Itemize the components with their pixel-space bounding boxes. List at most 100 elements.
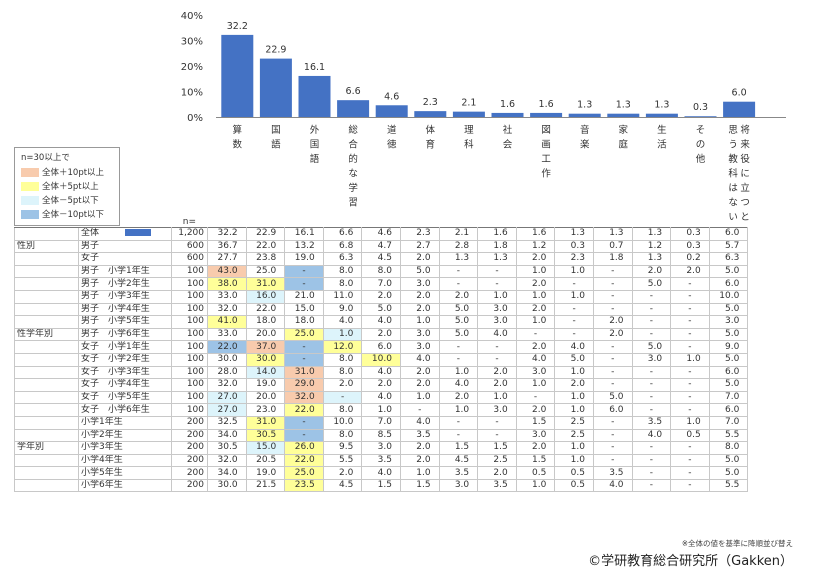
legend-item-plus10: 全体＋10pt以上: [21, 166, 104, 178]
table-cell: 13.2: [284, 239, 324, 254]
table-cell: -: [284, 264, 324, 279]
table-cell: 5.5: [322, 453, 363, 468]
row-group-label: [14, 252, 79, 266]
row-group-label: [14, 227, 79, 241]
bar: [414, 111, 447, 117]
table-cell: 2.0: [322, 466, 363, 480]
table-cell: 0.5: [670, 428, 710, 443]
table-cell: 1.0: [670, 415, 710, 430]
table-cell: -: [670, 390, 710, 405]
table-cell: -: [322, 390, 363, 405]
table-cell: 3.5: [399, 428, 440, 443]
table-cell: -: [284, 415, 324, 430]
table-cell: 2.0: [399, 289, 440, 304]
table-cell: 9.0: [322, 302, 363, 317]
table-cell: 1.0: [322, 327, 363, 342]
table-cell: -: [284, 340, 324, 354]
table-cell: 3.0: [515, 428, 556, 443]
row-label: 小学5年生: [78, 466, 172, 480]
table-cell: -: [515, 327, 556, 342]
bar: [684, 116, 717, 117]
table-cell: 6.0: [361, 340, 401, 354]
category-label: 将来役に立つと思う教科はない: [728, 125, 750, 223]
table-cell: 5.0: [554, 352, 594, 367]
bar: [607, 113, 640, 117]
table-cell: -: [592, 264, 633, 279]
table-cell: 18.0: [284, 315, 324, 329]
table-cell: 1.3: [592, 227, 633, 241]
sample-size: 600: [171, 252, 208, 266]
table-cell: -: [592, 277, 633, 291]
category-label: 図画工作: [541, 125, 551, 180]
category-label: 家庭: [619, 124, 629, 151]
row-group-label: 学年別: [14, 441, 79, 455]
table-cell: 1.6: [477, 227, 517, 241]
legend-title: n=30以上で: [21, 153, 70, 163]
table-cell: -: [631, 378, 672, 392]
table-cell: 2.0: [477, 466, 517, 480]
table-cell: 1.0: [438, 365, 479, 380]
table-row: 性学年別 男子 小学6年生 100 33.0 20.0 25.0 1.0 2.0 3.0 5.0 4…: [14, 327, 749, 342]
table-cell: 3.5: [631, 415, 672, 430]
table-cell: 18.0: [245, 315, 286, 329]
sample-size: 1,200: [171, 227, 208, 241]
table-cell: -: [592, 352, 633, 367]
footnote: ※全体の値を基準に降順並び替え: [681, 539, 793, 548]
row-label: 小学1年生: [78, 415, 172, 430]
table-cell: 3.5: [438, 466, 479, 480]
table-cell: 5.5: [708, 428, 749, 443]
row-group-label: [14, 352, 79, 367]
table-cell: -: [631, 441, 672, 455]
table-cell: 7.0: [361, 415, 401, 430]
table-row: 男子 小学2年生 100 38.0 31.0-8.0 7.0 3.0- -2.0- -5.0-…: [14, 277, 749, 291]
table-cell: -: [438, 277, 479, 291]
table-cell: 8.0: [708, 441, 749, 455]
table-cell: 1.3: [477, 252, 517, 266]
table-cell: 5.0: [708, 453, 749, 468]
sample-size: 200: [171, 415, 208, 430]
table-cell: 7.0: [708, 415, 749, 430]
bar-value-label: 32.2: [227, 21, 248, 32]
table-cell: -: [631, 478, 672, 493]
table-cell: 32.0: [284, 390, 324, 405]
table-cell: -: [477, 415, 517, 430]
table-cell: -: [592, 378, 633, 392]
table-cell: 4.7: [361, 239, 401, 254]
table-cell: -: [592, 340, 633, 354]
row-label: 女子 小学5年生: [78, 390, 172, 405]
table-cell: 0.3: [670, 227, 710, 241]
table-row: 女子 600 27.7 23.8 19.0 6.3 4.5 2.0 1.3 1.3 2.0 2.3 1.…: [14, 252, 749, 266]
table-cell: -: [670, 378, 710, 392]
table-cell: -: [515, 390, 556, 405]
table-cell: 4.0: [554, 340, 594, 354]
table-cell: 1.0: [554, 264, 594, 279]
table-cell: 1.2: [631, 239, 672, 254]
table-cell: 2.0: [399, 441, 440, 455]
table-cell: 5.0: [708, 264, 749, 279]
table-cell: 10.0: [361, 352, 401, 367]
bar-value-label: 2.3: [423, 97, 438, 108]
row-group-label: [14, 378, 79, 392]
table-cell: 1.8: [592, 252, 633, 266]
table-cell: 1.0: [515, 264, 556, 279]
table-row: 小学4年生 200 32.0 20.5 22.0 5.5 3.5 2.0 4.5 2.5 1.5 1.…: [14, 453, 749, 468]
table-cell: 36.7: [207, 239, 247, 254]
row-label: 小学4年生: [78, 453, 172, 468]
table-cell: 4.0: [361, 466, 401, 480]
table-cell: 22.0: [245, 302, 286, 317]
table-cell: 1.5: [399, 478, 440, 493]
table-cell: 21.0: [284, 289, 324, 304]
bar: [298, 75, 331, 117]
table-cell: 0.5: [515, 466, 556, 480]
category-label: 外国語: [310, 124, 320, 165]
row-label: 男子 小学6年生: [78, 327, 172, 342]
table-cell: 2.0: [322, 378, 363, 392]
table-cell: -: [592, 415, 633, 430]
table-cell: 0.5: [554, 466, 594, 480]
table-row: 男子 小学5年生 100 41.0 18.0 18.0 4.0 4.0 1.0 5.0 3.0 1.…: [14, 315, 749, 329]
table-cell: 27.7: [207, 252, 247, 266]
table-cell: 3.0: [477, 315, 517, 329]
table-cell: 2.5: [477, 453, 517, 468]
table-cell: 3.5: [361, 453, 401, 468]
table-row: 女子 小学3年生 100 28.0 14.0 31.0 8.0 4.0 2.0 1.0 2.0 3.…: [14, 365, 749, 380]
